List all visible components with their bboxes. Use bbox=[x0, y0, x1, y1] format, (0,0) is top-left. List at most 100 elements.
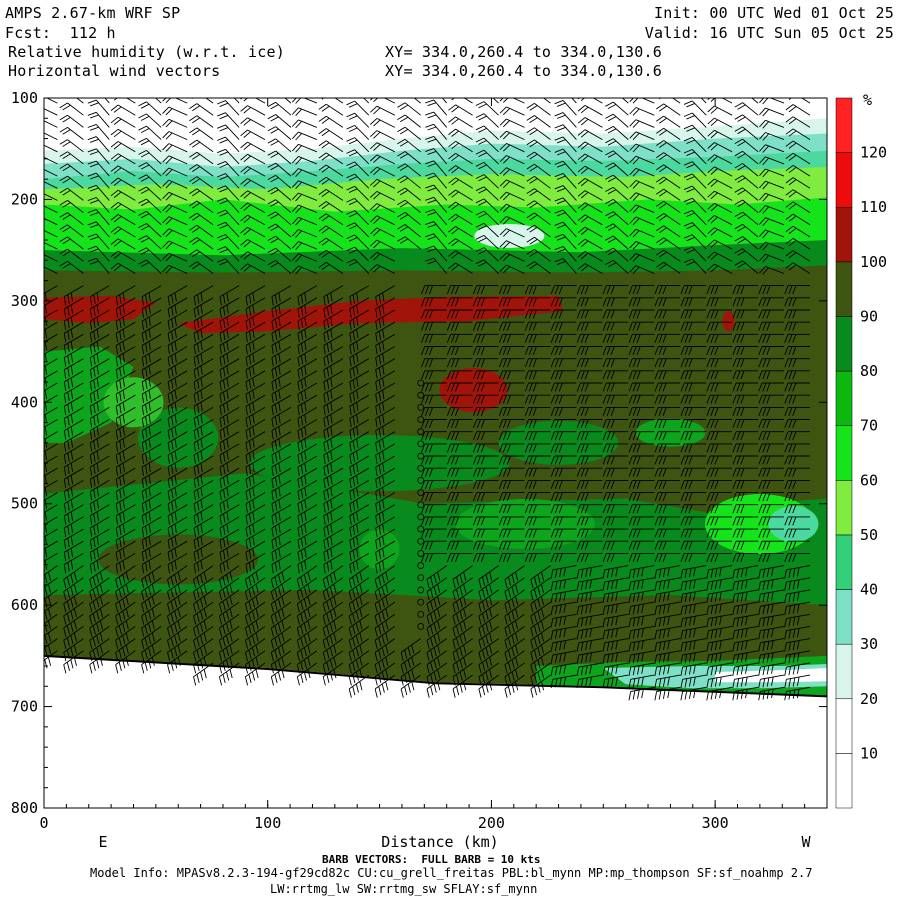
wind-barb-702 bbox=[425, 209, 448, 226]
wind-barb-496 bbox=[297, 492, 318, 513]
wind-barb-71 bbox=[63, 407, 84, 428]
wind-barb-1011 bbox=[576, 479, 603, 489]
wind-barb-35 bbox=[44, 528, 58, 546]
wind-barb-390 bbox=[245, 346, 266, 367]
wind-barb-1158 bbox=[654, 504, 681, 514]
wind-barb-572 bbox=[346, 258, 370, 274]
wind-barb-40 bbox=[44, 589, 58, 608]
wind-barb-222 bbox=[141, 565, 162, 589]
wind-barb-65 bbox=[63, 333, 84, 355]
wind-barb-829 bbox=[478, 601, 499, 625]
wind-barb-1400 bbox=[784, 467, 810, 477]
wind-barb-1206 bbox=[680, 492, 707, 502]
wind-barb-813 bbox=[472, 406, 499, 416]
wind-barb-466 bbox=[291, 119, 318, 129]
wind-barb-1113 bbox=[628, 552, 655, 562]
wind-barb-1054 bbox=[602, 419, 629, 429]
wind-barb-853 bbox=[498, 309, 525, 319]
wind-barb-285 bbox=[189, 200, 214, 213]
wind-barb-764 bbox=[446, 394, 473, 404]
wind-barb-747 bbox=[448, 177, 473, 189]
wind-barb-1027 bbox=[576, 674, 603, 689]
wind-barb-15 bbox=[44, 285, 58, 302]
wind-barb-1107 bbox=[628, 479, 655, 489]
wind-barb-909 bbox=[524, 406, 551, 416]
colorbar-label-7: 80 bbox=[860, 362, 878, 380]
wind-barb-64 bbox=[63, 321, 84, 343]
wind-barb-577 bbox=[349, 333, 370, 355]
wind-barb-515 bbox=[318, 140, 344, 153]
wind-barb-938 bbox=[554, 160, 577, 177]
wind-barb-510 bbox=[296, 662, 318, 686]
wind-barb-1207 bbox=[680, 504, 707, 514]
wind-barb-1149 bbox=[654, 394, 681, 404]
wind-barb-322 bbox=[193, 662, 214, 686]
wind-barb-519 bbox=[318, 189, 344, 201]
wind-barb-438 bbox=[271, 358, 292, 379]
wind-barb-82 bbox=[63, 540, 84, 562]
field-name-rh: Relative humidity (w.r.t. ice) bbox=[8, 43, 285, 61]
wind-barb-86 bbox=[63, 589, 84, 613]
wind-barb-66 bbox=[63, 346, 84, 367]
wind-barb-300 bbox=[193, 394, 214, 416]
wind-barb-569 bbox=[346, 222, 370, 238]
wind-barb-1182 bbox=[683, 185, 707, 201]
model-info: Model Info: MPASv8.2.3-194-gf29cd82c CU:… bbox=[90, 866, 813, 880]
wind-barb-241 bbox=[162, 228, 188, 238]
wind-barb-897 bbox=[526, 249, 551, 262]
wind-barb-250 bbox=[167, 346, 188, 367]
wind-barb-481 bbox=[297, 309, 318, 330]
wind-barb-1412 bbox=[784, 613, 811, 628]
wind-barb-111 bbox=[89, 333, 110, 355]
wind-barb-884 bbox=[529, 98, 551, 104]
wind-barb-921 bbox=[524, 552, 551, 562]
wind-barb-235 bbox=[162, 155, 188, 165]
calm-circle-673 bbox=[417, 452, 425, 460]
wind-barb-131 bbox=[89, 577, 110, 601]
colorbar-label-5: 60 bbox=[860, 471, 878, 489]
wind-barb-1241 bbox=[706, 321, 733, 331]
wind-barb-2 bbox=[44, 120, 58, 128]
wind-barb-649 bbox=[374, 626, 396, 650]
wind-barb-63 bbox=[63, 309, 84, 330]
wind-barb-488 bbox=[297, 394, 318, 416]
wind-barb-198 bbox=[138, 259, 162, 274]
wind-barb-773 bbox=[446, 504, 473, 514]
wind-barb-1379 bbox=[785, 201, 811, 213]
wind-barb-567 bbox=[346, 197, 370, 213]
wind-barb-1283 bbox=[734, 223, 759, 238]
wind-barb-666 bbox=[397, 236, 421, 250]
wind-barb-217 bbox=[141, 504, 162, 525]
wind-barb-997 bbox=[576, 309, 603, 319]
wind-barb-50 bbox=[59, 139, 84, 153]
wind-barb-832 bbox=[478, 638, 499, 662]
wind-barb-810 bbox=[472, 370, 499, 380]
wind-barb-200 bbox=[141, 297, 162, 318]
wind-barb-305 bbox=[193, 455, 214, 476]
wind-barb-443 bbox=[271, 419, 292, 440]
wind-barb-1390 bbox=[784, 346, 810, 356]
colorbar-swatch-12 bbox=[835, 97, 853, 153]
wind-barb-1196 bbox=[680, 370, 707, 380]
wind-barb-272 bbox=[167, 613, 188, 637]
wind-barb-1108 bbox=[628, 492, 655, 502]
wind-barb-1128 bbox=[656, 127, 681, 140]
colorbar-swatch-10 bbox=[835, 206, 853, 263]
wind-barb-7 bbox=[44, 181, 58, 189]
wind-barb-1238 bbox=[706, 285, 733, 295]
wind-barb-1293 bbox=[732, 358, 759, 368]
wind-barb-387 bbox=[245, 309, 266, 330]
wind-barb-149 bbox=[110, 226, 136, 238]
wind-barb-218 bbox=[141, 516, 162, 537]
wind-barb-1168 bbox=[654, 625, 681, 640]
wind-barb-901 bbox=[524, 309, 551, 319]
wind-barb-850 bbox=[499, 264, 525, 274]
wind-barb-487 bbox=[297, 382, 318, 403]
wind-barb-1370 bbox=[786, 98, 811, 104]
wind-barb-1224 bbox=[707, 105, 733, 116]
wind-barb-1286 bbox=[734, 260, 759, 274]
wind-barb-985 bbox=[577, 153, 603, 165]
wind-barb-849 bbox=[499, 252, 525, 262]
wind-barb-867 bbox=[498, 479, 525, 489]
wind-barb-141 bbox=[110, 128, 136, 140]
